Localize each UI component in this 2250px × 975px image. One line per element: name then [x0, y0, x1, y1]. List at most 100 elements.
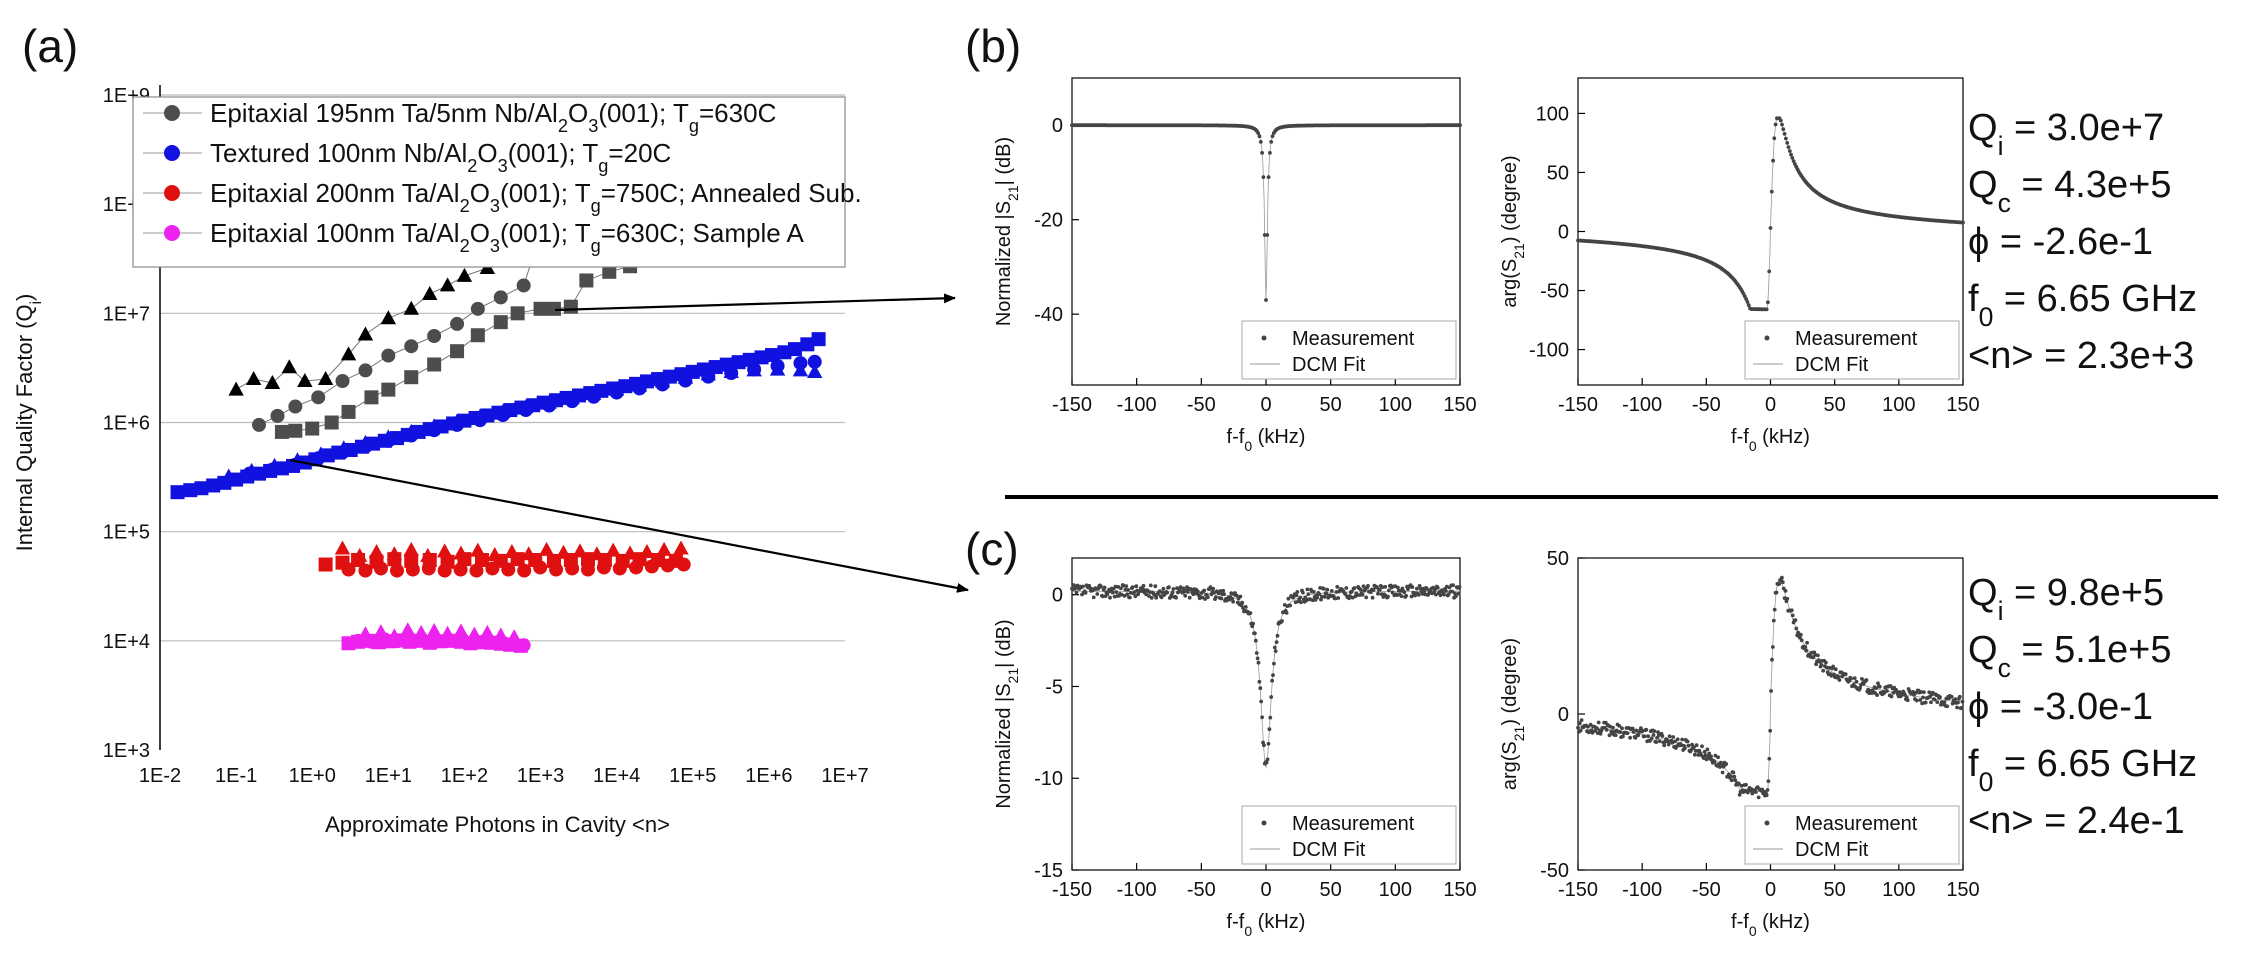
data-point: [450, 316, 465, 331]
measurement-point: [1858, 686, 1862, 690]
measurement-point: [1415, 586, 1419, 591]
data-point: [673, 540, 689, 555]
data-point: [228, 381, 244, 396]
measurement-point: [1231, 599, 1235, 604]
measurement-point: [1618, 730, 1623, 734]
data-point: [270, 408, 285, 423]
measurement-point: [1205, 595, 1210, 600]
data-point: [243, 462, 260, 477]
series-ta-750c-circles: [341, 557, 691, 578]
measurement-point: [1837, 678, 1842, 682]
measurement-point: [1646, 734, 1650, 739]
data-point: [504, 544, 520, 559]
measurement-point: [1876, 681, 1880, 686]
measurement-point: [1938, 695, 1942, 699]
y-tick-label: 0: [1558, 704, 1569, 726]
measurement-point: [1843, 672, 1848, 677]
data-point: [386, 628, 403, 643]
measurement-point: [1358, 587, 1363, 592]
data-point: [677, 369, 694, 384]
y-tick-label: -50: [1540, 860, 1569, 882]
y-tick-label: -50: [1540, 281, 1569, 303]
measurement-point: [1656, 730, 1660, 734]
measurement-point: [1621, 734, 1625, 739]
y-tick-label: -10: [1034, 768, 1063, 790]
measurement-point: [1218, 589, 1223, 593]
legend-marker: [164, 105, 180, 121]
x-tick-label: 100: [1379, 879, 1412, 901]
measurement-point: [1729, 778, 1734, 783]
data-point: [660, 558, 675, 573]
measurement-point: [1713, 753, 1718, 758]
measurement-point: [1251, 621, 1255, 626]
data-point: [493, 627, 509, 642]
data-point: [368, 544, 385, 559]
param-line: f0 = 6.65 GHz: [1968, 743, 2197, 797]
measurement-point: [1889, 694, 1894, 699]
x-tick-label: 1E-2: [139, 765, 181, 787]
data-point: [305, 421, 320, 436]
measurement-point: [1613, 733, 1618, 738]
chart-b-phase: -150 -100 -50 0 50 100 150 100 50 0 -50 -100 f-f0 (k…: [1499, 77, 1980, 454]
measurement-point: [1133, 594, 1138, 599]
measurement-point: [1774, 590, 1779, 595]
measurement-point: [1243, 605, 1248, 609]
x-tick-label: 1E+6: [745, 765, 792, 787]
measurement-point: [1654, 740, 1659, 744]
measurement-point: [1270, 134, 1275, 139]
measurement-point: [1315, 595, 1320, 600]
measurement-point: [1409, 594, 1414, 599]
data-point: [654, 373, 671, 388]
x-tick-label: -100: [1622, 394, 1662, 416]
measurement-point: [1222, 592, 1226, 596]
data-point: [596, 560, 611, 575]
measurement-point: [1266, 175, 1271, 180]
measurement-point: [1745, 300, 1750, 304]
measurement-point: [1686, 743, 1691, 748]
data-point: [351, 547, 368, 562]
data-point: [506, 629, 522, 644]
x-tick-label: 0: [1765, 879, 1776, 901]
measurement-point: [1348, 594, 1352, 598]
x-axis-label: f-f0 (kHz): [1731, 426, 1810, 454]
measurement-point: [1186, 590, 1190, 594]
measurement-point: [1692, 752, 1697, 757]
measurement-point: [1780, 580, 1785, 585]
measurement-point: [1211, 586, 1216, 591]
data-point: [754, 350, 769, 365]
measurement-point: [1885, 689, 1889, 693]
measurement-point: [1271, 673, 1275, 677]
data-point: [456, 267, 473, 282]
measurement-point: [1451, 583, 1455, 588]
measurement-point: [1836, 675, 1841, 679]
data-point: [422, 286, 438, 301]
legend-marker-measurement: [1764, 820, 1770, 826]
measurement-point: [1732, 774, 1737, 779]
measurement-point: [1435, 585, 1440, 590]
measurement-point: [1361, 584, 1366, 589]
y-tick-label: 1E+7: [103, 303, 150, 325]
measurement-point: [1165, 590, 1169, 595]
measurement-point: [1273, 649, 1278, 653]
measurement-point: [1737, 792, 1742, 797]
legend-label: Measurement: [1292, 328, 1415, 350]
measurement-point: [1785, 596, 1790, 601]
measurement-point: [1322, 595, 1327, 599]
measurement-point: [1134, 584, 1139, 589]
measurement-point: [1371, 588, 1376, 592]
measurement-point: [1671, 735, 1676, 739]
measurement-point: [1923, 700, 1928, 705]
series-ta-630c-a-circles: [351, 631, 531, 653]
measurement-point: [1628, 735, 1632, 740]
measurement-point: [1167, 585, 1171, 589]
measurement-point: [1272, 661, 1276, 666]
measurement-point: [1796, 630, 1800, 635]
measurement-point: [1128, 595, 1132, 600]
measurement-point: [1219, 596, 1224, 601]
measurement-point: [1790, 613, 1795, 618]
x-tick-label: 150: [1946, 879, 1979, 901]
data-point: [400, 622, 416, 637]
measurement-point: [1360, 592, 1365, 597]
measurement-point: [1864, 678, 1869, 682]
measurement-point: [1798, 632, 1803, 637]
